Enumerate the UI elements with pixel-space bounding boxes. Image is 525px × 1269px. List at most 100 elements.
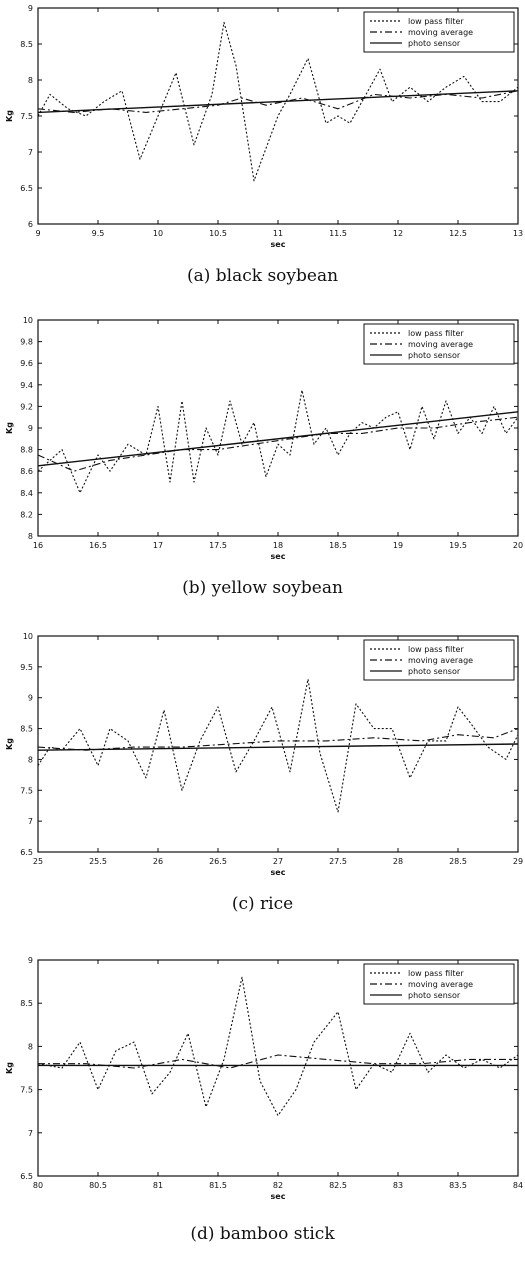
series-line-photo-sensor [37,743,519,751]
chart-panel-a: 9 9.5 10 10.5 11 11.5 12 12.5 13 6 6.5 7 7.5 8 8.5 9 sec… [0,0,525,300]
series-line-photo-sensor [37,411,519,467]
caption-a: (a) black soybean [186,266,339,286]
y-axis-label: Kg [5,422,14,434]
x-tick-label: 18 [273,541,283,550]
legend: low pass filter moving average photo senso… [363,11,515,53]
y-tick-label: 8 [28,755,33,764]
y-tick-label: 8.5 [20,999,33,1008]
x-tick-label: 17.5 [209,541,227,550]
y-tick-label: 7.5 [20,112,33,121]
y-tick-label: 9.8 [20,338,33,347]
x-tick-label: 9.5 [92,229,105,238]
y-tick-label: 10 [23,632,33,641]
x-tick-label: 20 [513,541,523,550]
y-tick-label: 8.5 [20,725,33,734]
series-line-moving-average [37,90,519,113]
legend-label: photo sensor [408,667,461,676]
legend-label: photo sensor [408,991,461,1000]
y-axis-label: Kg [5,1062,14,1074]
y-tick-label: 9.5 [20,663,33,672]
x-tick-label: 82 [273,1181,283,1190]
y-axis-label: Kg [5,738,14,750]
legend-label: photo sensor [408,351,461,360]
y-tick-label: 9.4 [20,381,33,390]
legend: low pass filter moving average photo senso… [363,323,515,365]
x-tick-label: 28.5 [449,857,467,866]
x-tick-label: 9 [35,229,40,238]
x-tick-label: 12.5 [449,229,467,238]
x-tick-label: 84 [513,1181,523,1190]
y-tick-label: 9.6 [20,359,33,368]
x-tick-label: 11 [273,229,283,238]
caption-b: (b) yellow soybean [182,578,343,598]
caption-d: (d) bamboo stick [190,1224,335,1244]
y-tick-label: 9 [28,4,33,13]
x-tick-label: 26 [153,857,163,866]
legend-label: moving average [408,340,473,349]
x-tick-label: 10 [153,229,163,238]
series-line-moving-average [38,1054,518,1069]
x-tick-label: 29 [513,857,523,866]
x-tick-label: 11.5 [329,229,347,238]
x-tick-label: 19 [393,541,403,550]
series-line-low-pass-filter [37,389,519,494]
x-axis-label: sec [271,552,286,561]
chart-panel-c: 25 25.5 26 26.5 27 27.5 28 28.5 29 6.5 7 7.5 8 8.5 9 9.… [0,628,525,928]
series-line-photo-sensor [37,90,519,114]
x-tick-label: 10.5 [209,229,227,238]
y-tick-label: 7 [28,817,33,826]
y-tick-label: 8.8 [20,446,33,455]
x-tick-label: 26.5 [209,857,227,866]
legend-label: low pass filter [408,329,464,338]
x-axis-label: sec [271,868,286,877]
x-tick-label: 19.5 [449,541,467,550]
x-tick-label: 16.5 [89,541,107,550]
x-tick-label: 17 [153,541,163,550]
y-tick-label: 8.4 [20,489,33,498]
chart-c: 25 25.5 26 26.5 27 27.5 28 28.5 29 6.5 7 7.5 8 8.5 9 9.… [5,632,523,877]
y-tick-label: 7 [28,148,33,157]
chart-a: 9 9.5 10 10.5 11 11.5 12 12.5 13 6 6.5 7 7.5 8 8.5 9 sec… [5,4,523,249]
x-tick-label: 27.5 [329,857,347,866]
x-tick-label: 25.5 [89,857,107,866]
y-axis-label: Kg [5,110,14,122]
x-tick-label: 12 [393,229,403,238]
series-line-low-pass-filter [37,21,519,182]
x-tick-label: 80.5 [89,1181,107,1190]
y-tick-label: 8.2 [20,510,33,519]
x-tick-label: 27 [273,857,283,866]
x-tick-label: 80 [33,1181,43,1190]
y-tick-label: 9.2 [20,402,33,411]
legend-label: moving average [408,980,473,989]
legend-label: moving average [408,28,473,37]
y-tick-label: 7.5 [20,786,33,795]
legend: low pass filter moving average photo senso… [363,963,515,1005]
x-tick-label: 25 [33,857,43,866]
x-tick-label: 16 [33,541,43,550]
chart-b: 16 16.5 17 17.5 18 18.5 19 19.5 20 8 8.2 8.4 8.6 8.8 9… [5,316,523,561]
chart-panel-d: 80 80.5 81 81.5 82 82.5 83 83.5 84 6.5 7 7.5 8 8.5 9 se… [0,952,525,1269]
y-tick-label: 6 [28,220,33,229]
y-tick-label: 6.5 [20,184,33,193]
x-tick-label: 81 [153,1181,163,1190]
y-tick-label: 8 [28,532,33,541]
legend-label: photo sensor [408,39,461,48]
series-line-low-pass-filter [37,976,519,1117]
x-tick-label: 81.5 [209,1181,227,1190]
legend-label: low pass filter [408,17,464,26]
x-tick-label: 18.5 [329,541,347,550]
chart-panel-b: 16 16.5 17 17.5 18 18.5 19 19.5 20 8 8.2 8.4 8.6 8.8 9… [0,312,525,612]
y-tick-label: 10 [23,316,33,325]
legend-label: low pass filter [408,645,464,654]
y-tick-label: 9 [28,956,33,965]
legend: low pass filter moving average photo senso… [363,639,515,681]
x-tick-label: 13 [513,229,523,238]
y-tick-label: 8 [28,76,33,85]
chart-d: 80 80.5 81 81.5 82 82.5 83 83.5 84 6.5 7 7.5 8 8.5 9 se… [5,956,523,1201]
y-tick-label: 7 [28,1129,33,1138]
y-tick-label: 9 [28,424,33,433]
legend-label: moving average [408,656,473,665]
x-tick-label: 83.5 [449,1181,467,1190]
y-tick-label: 9 [28,694,33,703]
caption-c: (c) rice [231,894,294,914]
